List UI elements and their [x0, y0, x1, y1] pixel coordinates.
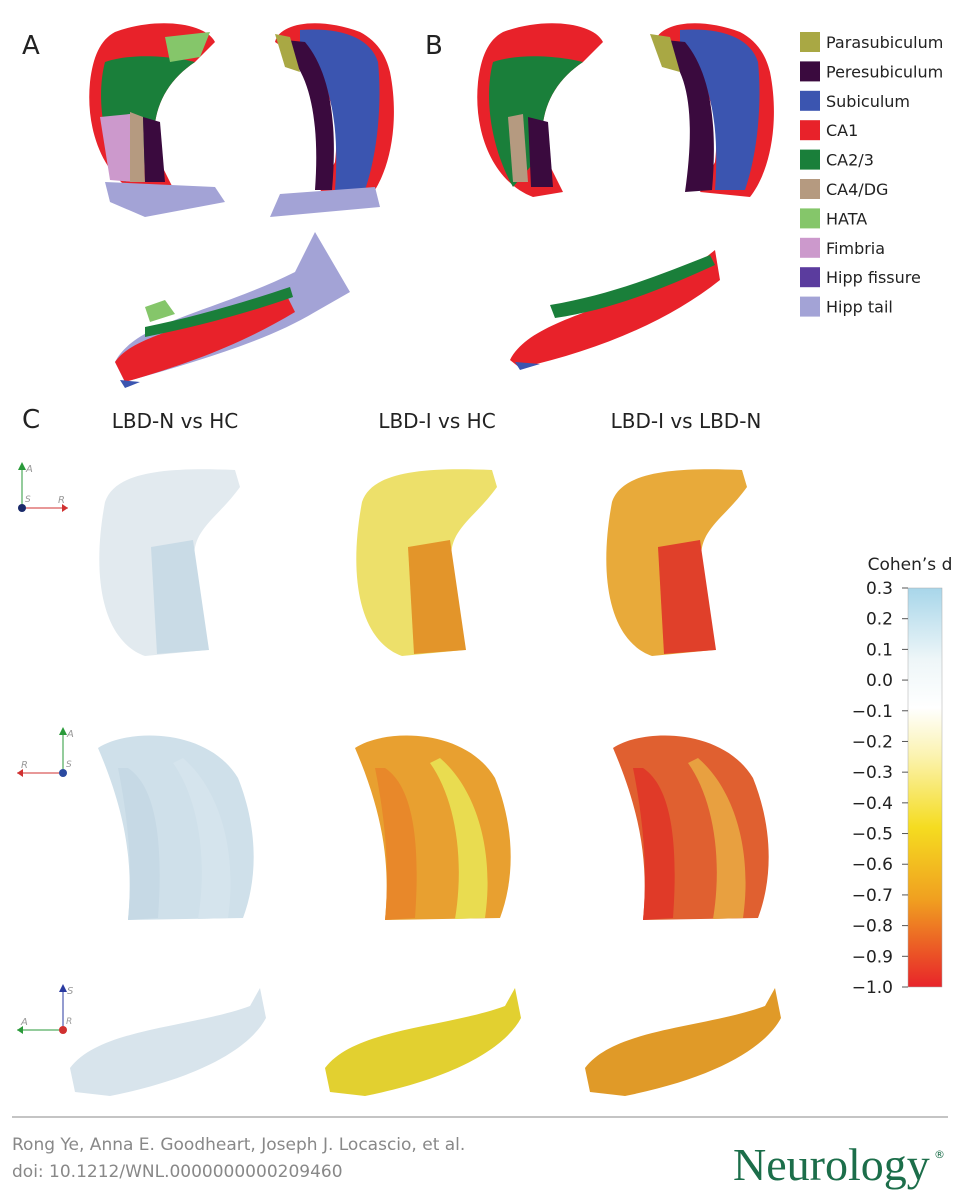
legend-label: CA1: [826, 121, 858, 140]
axis-origin: [59, 1026, 67, 1034]
colorbar-tick-label: 0.0: [866, 671, 893, 691]
axis-label: S: [67, 986, 74, 997]
render-a-right: [270, 23, 394, 217]
legend-label: CA2/3: [826, 151, 874, 170]
orientation-glyphs: A R S A R S S A R: [17, 462, 74, 1034]
axis-label: A: [20, 1017, 28, 1028]
legend-swatch: [800, 296, 820, 317]
colorbar-tick-label: −0.3: [852, 763, 893, 783]
axis-label: A: [25, 464, 33, 475]
render-c-top: [99, 469, 240, 656]
axis-origin: [18, 504, 26, 512]
colorbar: [907, 587, 943, 988]
legend-label: Hipp fissure: [826, 268, 921, 287]
axis-side-head: [62, 504, 68, 512]
legend-label: Peresubiculum: [826, 62, 943, 81]
legend-swatch: [800, 90, 820, 111]
legend-label: Subiculum: [826, 92, 910, 111]
axis-up-head: [59, 984, 67, 992]
legend-swatch: [800, 237, 820, 258]
colorbar-ticks: 0.3 0.2 0.1 0.0 −0.1 −0.2 −0.3 −0.4 −0.5 −0.6 −0.7…: [852, 579, 908, 998]
render-c-side: [70, 988, 266, 1096]
render-c-bottom: [613, 735, 769, 920]
axis-label: R: [21, 760, 28, 771]
legend-swatch: [800, 149, 820, 170]
colorbar-tick-label: 0.2: [866, 610, 893, 630]
render-a-left: [89, 23, 225, 217]
legend-swatch: [800, 61, 820, 82]
colorbar-tick-label: −0.9: [852, 947, 893, 967]
column-title: LBD-N vs HC: [112, 409, 238, 433]
colorbar-tick-label: −0.1: [852, 702, 893, 722]
axis-label: S: [25, 495, 31, 505]
panel-label: C: [22, 405, 40, 435]
panel-label: A: [22, 31, 40, 61]
colorbar-tick-label: 0.3: [866, 579, 893, 599]
render-c-side: [585, 988, 781, 1096]
legend-swatch: [800, 267, 820, 288]
render-c-top: [356, 469, 497, 656]
axis-label: R: [66, 1017, 72, 1027]
render-b-side: [510, 250, 720, 370]
colorbar-title: Cohen’s d: [868, 555, 953, 575]
colorbar-tick-label: −1.0: [852, 978, 893, 998]
axis-up-head: [18, 462, 26, 470]
legend-swatch: [800, 208, 820, 229]
legend-swatch: [800, 179, 820, 199]
colorbar-tick-label: −0.6: [852, 855, 893, 875]
render-c-side: [325, 988, 521, 1096]
legend-label: CA4/DG: [826, 180, 888, 199]
legend-label: Hipp tail: [826, 298, 893, 317]
axis-up-head: [59, 727, 67, 735]
panel-label: B: [425, 31, 443, 61]
colorbar-tick-label: 0.1: [866, 640, 893, 660]
axis-label: S: [66, 760, 72, 770]
render-b-left: [477, 23, 603, 197]
render-c-top: [606, 469, 747, 656]
legend-label: Fimbria: [826, 239, 885, 258]
axis-label: R: [58, 495, 65, 506]
journal-logo: Neurology: [733, 1139, 930, 1190]
colorbar-tick-label: −0.7: [852, 886, 893, 906]
render-b-right: [650, 23, 774, 197]
legend: Parasubiculum Peresubiculum Subiculum CA1 CA…: [800, 32, 943, 317]
axis-side-head: [17, 769, 23, 777]
axis-label: A: [66, 729, 74, 740]
colorbar-tick-label: −0.5: [852, 825, 893, 845]
legend-label: HATA: [826, 209, 867, 228]
column-title: LBD-I vs LBD-N: [611, 409, 762, 433]
colorbar-tick-label: −0.8: [852, 917, 893, 937]
colorbar-tick-label: −0.2: [852, 732, 893, 752]
legend-swatch: [800, 32, 820, 52]
render-c-bottom: [355, 735, 511, 920]
journal-mark: ®: [934, 1148, 945, 1161]
render-c-bottom: [98, 735, 254, 920]
render-a-side: [115, 232, 350, 388]
axis-origin: [59, 769, 67, 777]
footer-doi: doi: 10.1212/WNL.0000000000209460: [12, 1162, 343, 1182]
axis-side-head: [17, 1026, 23, 1034]
colorbar-tick-label: −0.4: [852, 794, 893, 814]
legend-label: Parasubiculum: [826, 33, 943, 52]
column-title: LBD-I vs HC: [378, 409, 495, 433]
legend-swatch: [800, 120, 820, 141]
footer-authors: Rong Ye, Anna E. Goodheart, Joseph J. Lo…: [12, 1135, 465, 1155]
